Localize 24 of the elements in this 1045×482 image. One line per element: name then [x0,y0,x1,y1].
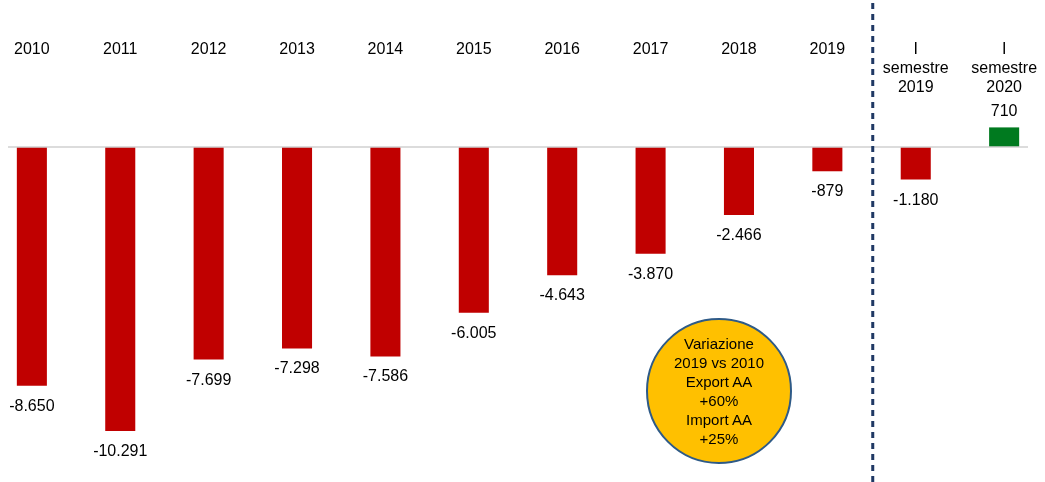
x-tick-label: 2014 [367,39,404,57]
x-tick-label: 2015 [456,39,492,57]
x-tick-label: I semestre 2019 [882,39,949,95]
data-label: -8.650 [9,396,55,414]
x-tick-label: 2012 [190,39,227,57]
data-label: -1.180 [893,190,939,208]
x-tick-label: 2017 [632,39,669,57]
data-label: -10.291 [93,442,148,460]
x-tick-label: 2010 [14,39,50,57]
data-label: 710 [990,102,1018,120]
x-tick-label: 2019 [809,39,846,57]
data-label: -2.466 [716,226,762,244]
x-tick-label: 2018 [721,39,757,57]
data-label: -6.005 [451,323,497,341]
data-label: -879 [811,182,844,200]
data-label: -3.870 [627,264,674,282]
data-label: -7.699 [185,370,232,388]
data-label: -7.586 [362,367,409,385]
x-tick-label: I semestre 2020 [971,39,1038,95]
x-tick-label: 2016 [544,39,581,57]
data-label: -7.298 [274,359,320,377]
data-label: -4.643 [539,286,585,304]
x-tick-label: 2013 [279,39,315,57]
x-tick-label: 2011 [103,39,138,57]
